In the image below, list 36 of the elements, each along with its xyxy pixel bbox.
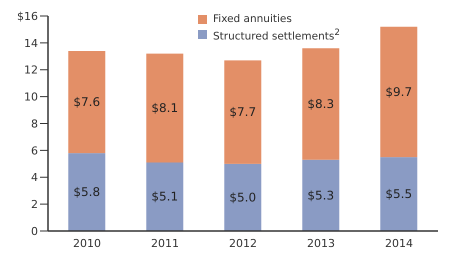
bar bbox=[68, 153, 106, 231]
y-tick-label: 0 bbox=[31, 224, 38, 238]
data-label: $8.3 bbox=[307, 97, 334, 112]
y-tick-label: $16 bbox=[17, 10, 38, 23]
data-label: $5.1 bbox=[151, 190, 178, 204]
bar bbox=[302, 48, 340, 160]
bar bbox=[68, 50, 106, 154]
y-tick-label: 12 bbox=[24, 64, 38, 77]
y-tick-label: 8 bbox=[31, 117, 38, 130]
data-label: $5.3 bbox=[307, 188, 334, 202]
bar bbox=[302, 160, 340, 231]
legend-label: Fixed annuities bbox=[213, 12, 292, 26]
x-tick-label: 2011 bbox=[151, 236, 179, 250]
y-tick-label: 4 bbox=[31, 171, 38, 184]
bar bbox=[380, 157, 418, 231]
y-tick-label: 14 bbox=[24, 36, 38, 50]
x-tick-label: 2013 bbox=[307, 236, 335, 250]
y-tick-label: 6 bbox=[31, 144, 38, 158]
data-label: $7.7 bbox=[229, 105, 256, 120]
legend-label: Structured settlements$^{2}$ bbox=[213, 27, 340, 44]
bar bbox=[224, 164, 262, 231]
x-tick-label: 2012 bbox=[229, 236, 257, 250]
data-label: $7.6 bbox=[73, 95, 100, 109]
data-label: $9.7 bbox=[385, 84, 412, 99]
bar bbox=[380, 26, 418, 158]
y-tick-label: 2 bbox=[31, 198, 38, 212]
data-label: $5.5 bbox=[385, 187, 412, 202]
x-tick-label: 2014 bbox=[385, 236, 413, 250]
bar bbox=[146, 162, 184, 231]
data-label: $5.8 bbox=[73, 185, 100, 200]
bar bbox=[146, 54, 184, 162]
data-label: $8.1 bbox=[151, 101, 178, 116]
bar bbox=[224, 60, 262, 164]
y-tick-label: 10 bbox=[24, 90, 38, 104]
data-label: $5.0 bbox=[229, 190, 256, 204]
x-tick-label: 2010 bbox=[73, 236, 101, 250]
